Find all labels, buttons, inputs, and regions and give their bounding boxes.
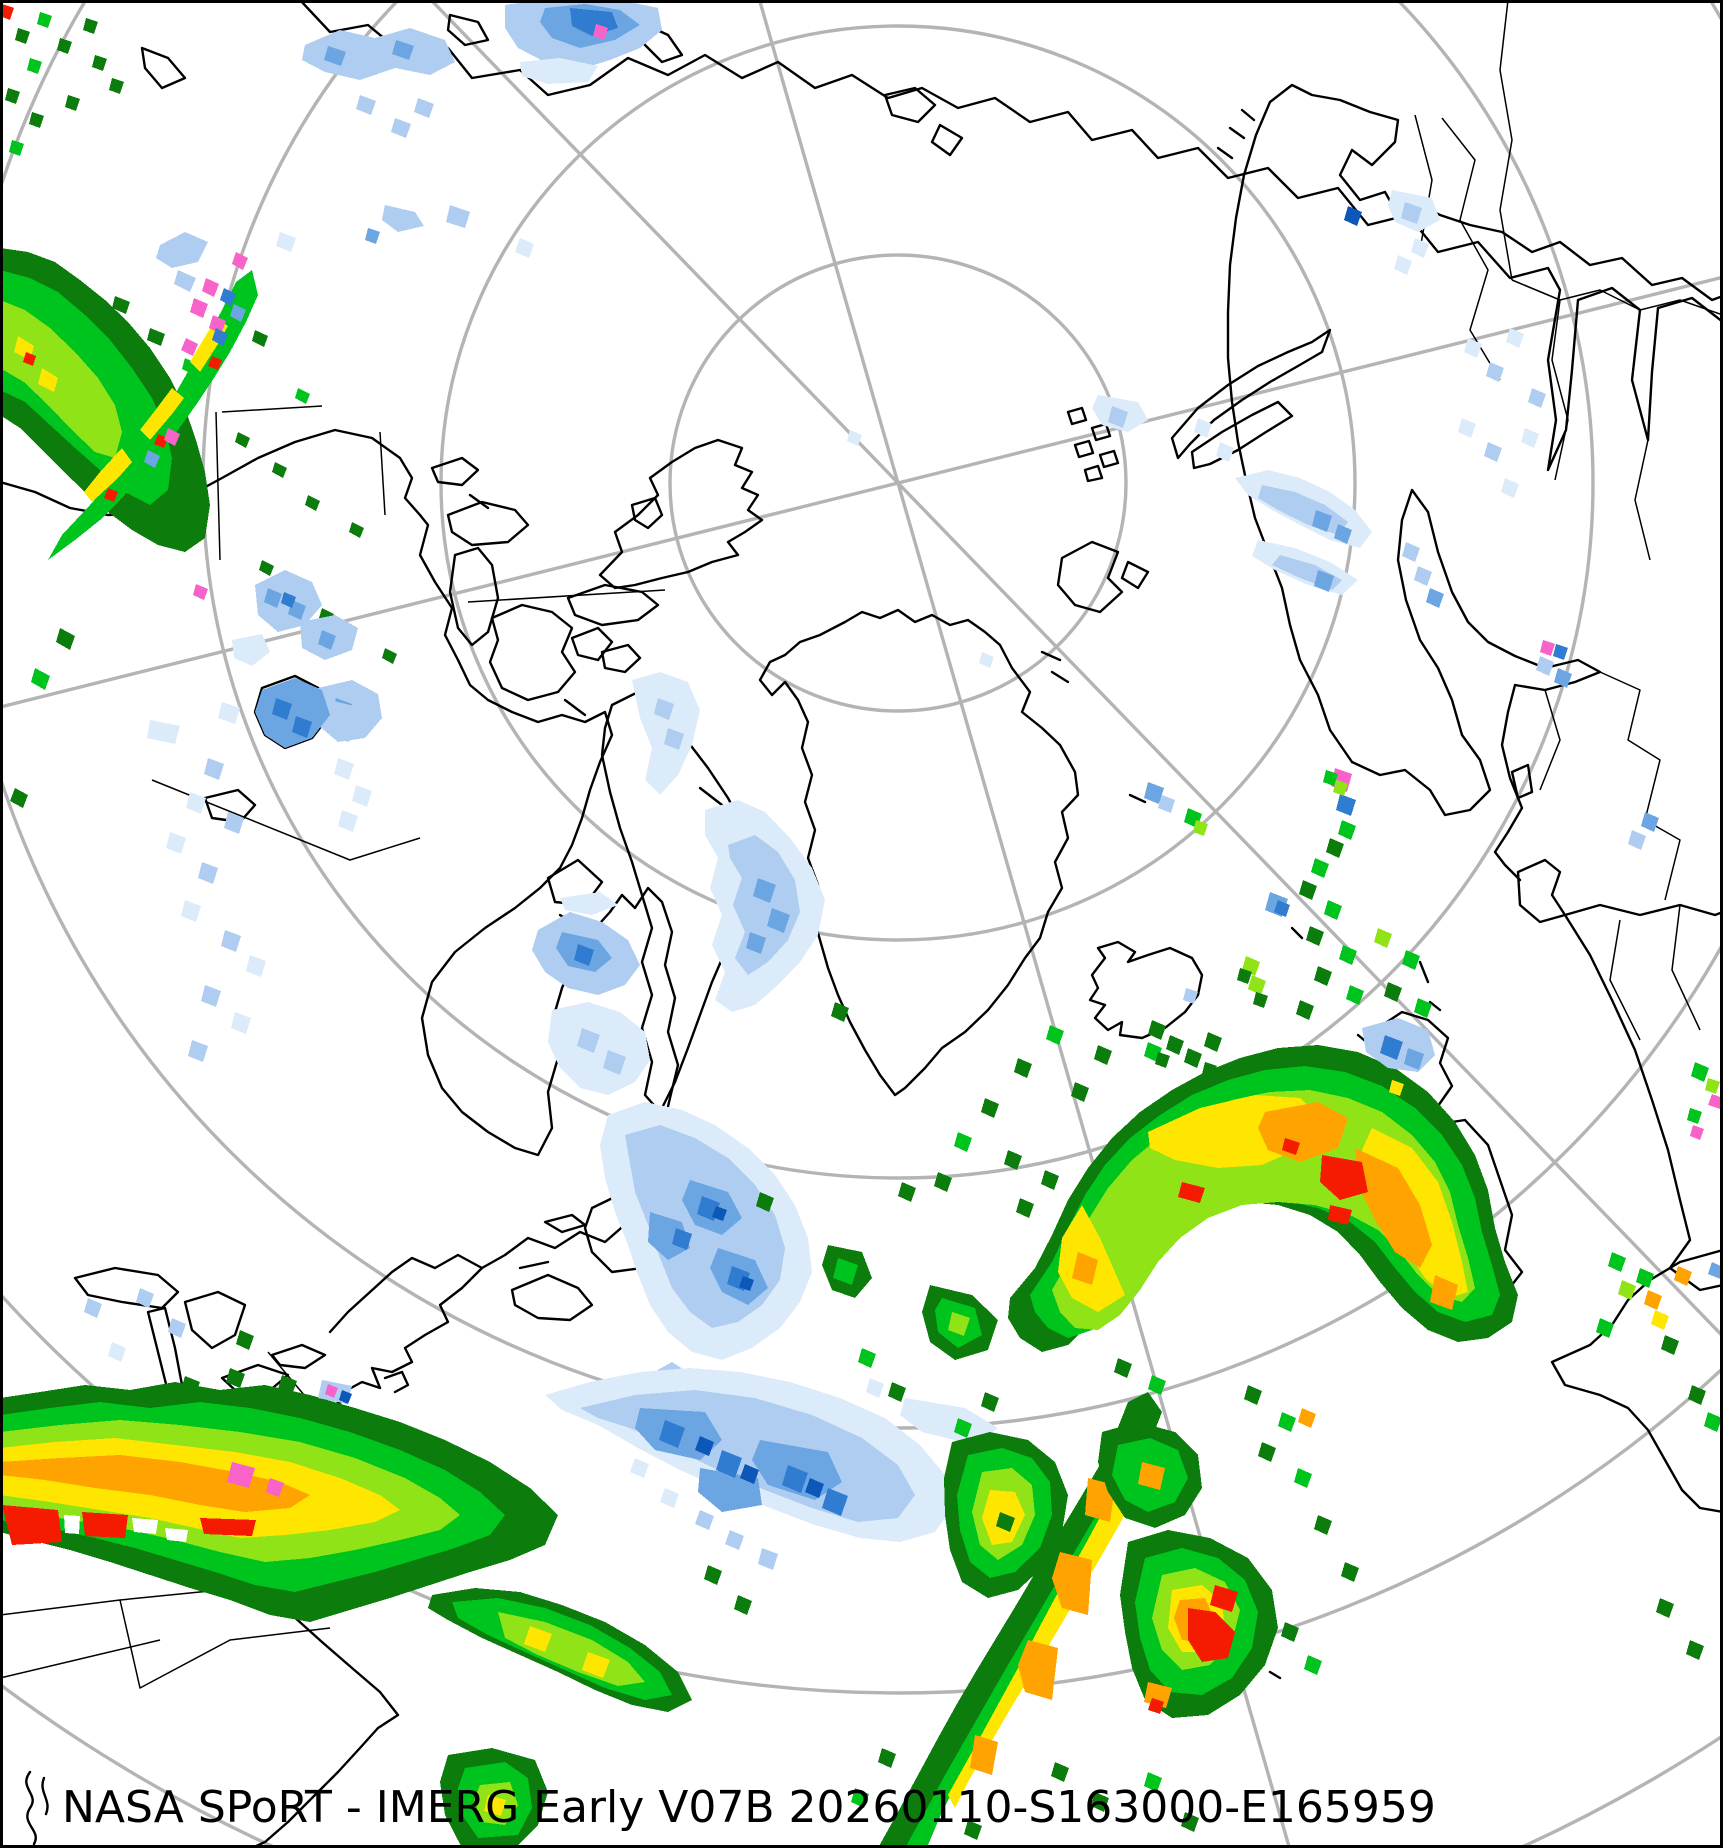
victoria-island — [488, 603, 577, 702]
great-lakes — [73, 1266, 327, 1394]
us-east-coast-storm — [0, 1288, 998, 1848]
gulf-of-alaska-rain — [0, 248, 397, 808]
siberia-snow-patches — [276, 0, 662, 258]
mainland-arctic-coast — [0, 428, 680, 1334]
central-atlantic-front — [851, 1385, 1359, 1848]
novaya-zemlya — [1170, 328, 1332, 460]
banks-island — [448, 546, 500, 647]
alaska-coastal-mixed-band — [48, 232, 258, 560]
nova-scotia — [510, 1273, 594, 1322]
label-side-islet — [25, 1770, 49, 1846]
franz-josef-land — [1066, 406, 1120, 483]
scandinavia-coast — [1226, 83, 1723, 764]
corner-specks-nw — [0, 4, 124, 156]
north-atlantic-storm — [934, 1018, 1518, 1395]
product-title-label: NASA SPoRT - IMERG Early V07B 20260110-S… — [62, 1782, 1436, 1833]
greenland-coast — [758, 608, 1080, 1097]
norway-coast-showers — [1296, 542, 1659, 1020]
iceland — [1088, 940, 1204, 1040]
biscay-channel-showers — [1596, 1062, 1723, 1660]
svalbard — [1056, 540, 1124, 614]
baffin-bay-snow-streak — [532, 430, 994, 1095]
great-bear-snow — [255, 678, 372, 832]
barents-sea-snow — [1092, 190, 1546, 595]
siberia-coast — [298, 0, 1723, 472]
denmark — [1516, 858, 1567, 924]
france-coast — [1563, 913, 1723, 1292]
ellesmere-island — [598, 438, 764, 590]
iceland-area-showers — [831, 782, 1290, 1078]
mid-atlantic-scattered — [704, 1170, 1059, 1615]
